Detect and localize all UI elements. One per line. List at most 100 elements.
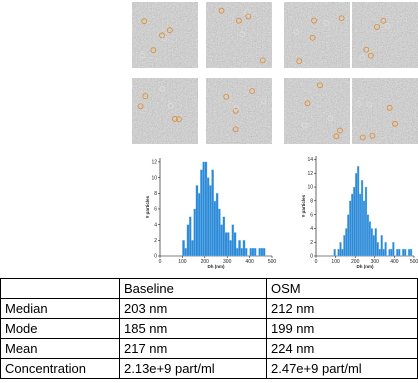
bar (361, 180, 363, 256)
bar (261, 248, 263, 256)
bar (343, 235, 345, 256)
bar (229, 240, 231, 256)
x-tick-label: 500 (410, 259, 418, 265)
bar (220, 225, 222, 256)
y-tick-label: 8 (310, 199, 313, 205)
y-axis-label: # particles (145, 195, 150, 218)
bar (223, 217, 225, 256)
bar (205, 162, 207, 256)
bar (203, 162, 205, 256)
bar (340, 242, 342, 256)
y-tick-label: 12 (307, 171, 313, 177)
y-tick-label: 0 (310, 254, 313, 260)
table-cell: Mean (1, 339, 120, 359)
y-tick-label: 4 (154, 222, 157, 228)
bar (338, 249, 340, 256)
bar (369, 222, 371, 256)
y-tick-label: 2 (310, 240, 313, 246)
bar (254, 248, 256, 256)
bar (375, 228, 377, 256)
table-cell: Concentration (1, 359, 120, 379)
bar (367, 215, 369, 256)
bar (245, 248, 247, 256)
bar (410, 249, 412, 256)
table-cell: 212 nm (267, 299, 418, 319)
bar (357, 166, 359, 256)
bar (216, 193, 218, 256)
bar (389, 249, 391, 256)
x-tick-label: 100 (178, 259, 187, 265)
bar (349, 201, 351, 256)
tile (284, 78, 350, 144)
bar (402, 249, 404, 256)
header-cell: Baseline (120, 279, 267, 299)
bar (263, 248, 265, 256)
bar (355, 173, 357, 256)
bar (408, 249, 410, 256)
bar (377, 242, 379, 256)
y-tick-label: 10 (151, 175, 157, 181)
bar (218, 209, 220, 256)
x-tick-label: 400 (245, 259, 254, 265)
table-cell: Median (1, 299, 120, 319)
bar (359, 194, 361, 256)
bar (209, 185, 211, 256)
bar (353, 187, 355, 256)
bar (232, 225, 234, 256)
table-header: Baseline OSM (1, 279, 418, 299)
bar (234, 232, 236, 256)
x-tick-label: 400 (390, 259, 399, 265)
x-tick-label: 500 (268, 259, 277, 265)
header-cell (1, 279, 120, 299)
bar (259, 248, 261, 256)
bar (212, 170, 214, 256)
y-tick-label: 14 (307, 157, 313, 163)
bar (341, 249, 343, 256)
bar (373, 235, 375, 256)
bar (225, 232, 227, 256)
y-tick-label: 12 (151, 160, 157, 166)
bar (198, 193, 200, 256)
table-cell: 2.47e+9 part/ml (267, 359, 418, 379)
bar (236, 248, 238, 256)
bar (250, 248, 252, 256)
y-axis-label: # particles (301, 194, 306, 217)
y-tick-label: 6 (154, 207, 157, 213)
figure: 0246810120100200300400500Dh (nm)# partic… (0, 0, 418, 275)
bar (347, 215, 349, 256)
table-cell: 199 nm (267, 319, 418, 339)
bar (185, 248, 187, 256)
tile (352, 2, 418, 68)
table-row: Mode185 nm199 nm (1, 319, 418, 339)
bar (194, 209, 196, 256)
bar (238, 240, 240, 256)
y-tick-label: 4 (310, 226, 313, 232)
bar (182, 240, 184, 256)
table-cell: 185 nm (120, 319, 267, 339)
bar (334, 249, 336, 256)
y-tick-label: 10 (307, 185, 313, 191)
x-axis-label: Dh (nm) (357, 264, 374, 269)
bar (252, 248, 254, 256)
bar (187, 225, 189, 256)
y-tick-label: 8 (154, 191, 157, 197)
x-tick-label: 0 (159, 259, 162, 265)
tile (206, 78, 272, 144)
bar (207, 178, 209, 256)
bar (390, 249, 392, 256)
bar (214, 201, 216, 256)
x-axis-label: Dh (nm) (208, 264, 225, 269)
microscopy-tiles (132, 2, 418, 144)
bar (398, 249, 400, 256)
bar (385, 242, 387, 256)
bar (351, 194, 353, 256)
tile (284, 2, 350, 68)
table-cell: 224 nm (267, 339, 418, 359)
bar (392, 242, 394, 256)
bar (379, 249, 381, 256)
table-cell: Mode (1, 319, 120, 339)
x-tick-label: 100 (331, 259, 340, 265)
bar (241, 248, 243, 256)
